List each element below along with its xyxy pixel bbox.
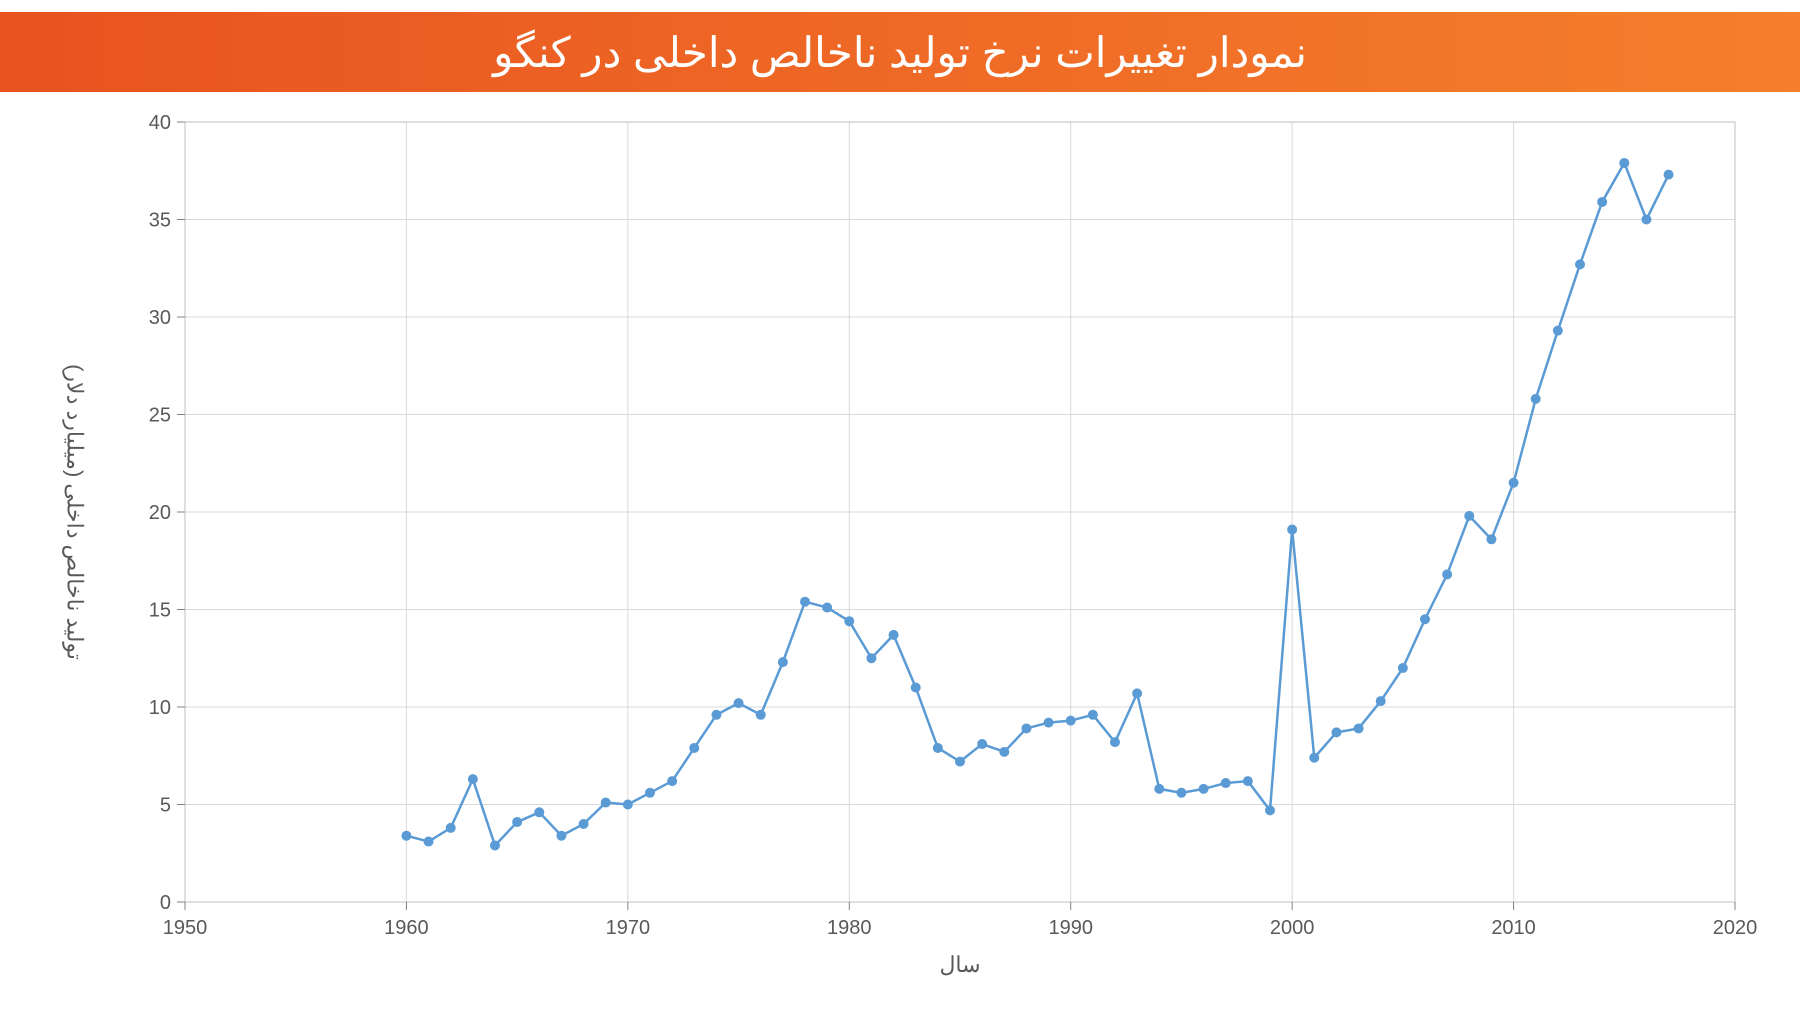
data-point bbox=[623, 800, 633, 810]
data-point bbox=[512, 817, 522, 827]
data-point bbox=[1354, 723, 1364, 733]
x-tick-label: 1970 bbox=[606, 917, 651, 939]
data-point bbox=[1176, 788, 1186, 798]
data-point bbox=[1398, 663, 1408, 673]
data-point bbox=[1531, 394, 1541, 404]
data-point bbox=[977, 739, 987, 749]
data-point bbox=[534, 807, 544, 817]
data-point bbox=[1509, 478, 1519, 488]
x-axis-label: سال bbox=[939, 952, 980, 977]
data-point bbox=[822, 603, 832, 613]
data-point bbox=[1486, 534, 1496, 544]
data-point bbox=[1309, 753, 1319, 763]
data-point bbox=[1154, 784, 1164, 794]
y-tick-label: 5 bbox=[160, 795, 171, 817]
data-point bbox=[468, 774, 478, 784]
data-point bbox=[490, 840, 500, 850]
y-tick-label: 30 bbox=[149, 307, 171, 329]
data-point bbox=[778, 657, 788, 667]
data-point bbox=[1243, 776, 1253, 786]
data-point bbox=[889, 630, 899, 640]
data-point bbox=[933, 743, 943, 753]
data-point bbox=[756, 710, 766, 720]
y-tick-label: 10 bbox=[149, 697, 171, 719]
data-point bbox=[446, 823, 456, 833]
x-tick-label: 1990 bbox=[1048, 917, 1093, 939]
data-point bbox=[866, 653, 876, 663]
x-tick-label: 1950 bbox=[163, 917, 208, 939]
data-point bbox=[1553, 326, 1563, 336]
data-point bbox=[689, 743, 699, 753]
data-point bbox=[955, 757, 965, 767]
y-axis-label: تولید ناخالص داخلی (میلیارد دلار) bbox=[62, 364, 88, 660]
data-point bbox=[1044, 718, 1054, 728]
data-point bbox=[1641, 215, 1651, 225]
data-point bbox=[401, 831, 411, 841]
data-point bbox=[1597, 197, 1607, 207]
data-point bbox=[1066, 716, 1076, 726]
x-tick-label: 1960 bbox=[384, 917, 429, 939]
data-point bbox=[1619, 158, 1629, 168]
data-point bbox=[1221, 778, 1231, 788]
data-point bbox=[999, 747, 1009, 757]
data-point bbox=[911, 683, 921, 693]
y-tick-label: 20 bbox=[149, 502, 171, 524]
data-point bbox=[556, 831, 566, 841]
y-tick-label: 25 bbox=[149, 405, 171, 427]
data-point bbox=[424, 837, 434, 847]
y-tick-label: 40 bbox=[149, 112, 171, 134]
data-point bbox=[844, 616, 854, 626]
title-text: نمودار تغییرات نرخ تولید ناخالص داخلی در… bbox=[493, 28, 1307, 77]
x-tick-label: 2000 bbox=[1270, 917, 1315, 939]
data-point bbox=[579, 819, 589, 829]
data-point bbox=[711, 710, 721, 720]
x-tick-label: 1980 bbox=[827, 917, 872, 939]
title-banner: نمودار تغییرات نرخ تولید ناخالص داخلی در… bbox=[0, 12, 1800, 92]
y-tick-label: 35 bbox=[149, 210, 171, 232]
data-point bbox=[1199, 784, 1209, 794]
data-point bbox=[1464, 511, 1474, 521]
y-tick-label: 15 bbox=[149, 600, 171, 622]
data-point bbox=[667, 776, 677, 786]
data-point bbox=[1575, 259, 1585, 269]
x-tick-label: 2020 bbox=[1713, 917, 1758, 939]
data-point bbox=[1442, 569, 1452, 579]
gdp-line-chart: 1950 1960 1970 1980 1990 2000 2010 2020 0 5 10 15 20… bbox=[0, 92, 1800, 992]
data-point bbox=[734, 698, 744, 708]
data-point bbox=[1287, 525, 1297, 535]
x-tick-label: 2010 bbox=[1491, 917, 1536, 939]
data-point bbox=[1132, 688, 1142, 698]
chart-container: 1950 1960 1970 1980 1990 2000 2010 2020 0 5 10 15 20… bbox=[0, 92, 1800, 992]
data-point bbox=[601, 798, 611, 808]
data-point bbox=[1331, 727, 1341, 737]
data-point bbox=[1420, 614, 1430, 624]
data-point bbox=[645, 788, 655, 798]
data-point bbox=[1021, 723, 1031, 733]
data-point bbox=[1088, 710, 1098, 720]
data-point bbox=[1376, 696, 1386, 706]
data-point bbox=[800, 597, 810, 607]
data-point bbox=[1265, 805, 1275, 815]
y-tick-label: 0 bbox=[160, 892, 171, 914]
data-point bbox=[1110, 737, 1120, 747]
data-point bbox=[1664, 170, 1674, 180]
